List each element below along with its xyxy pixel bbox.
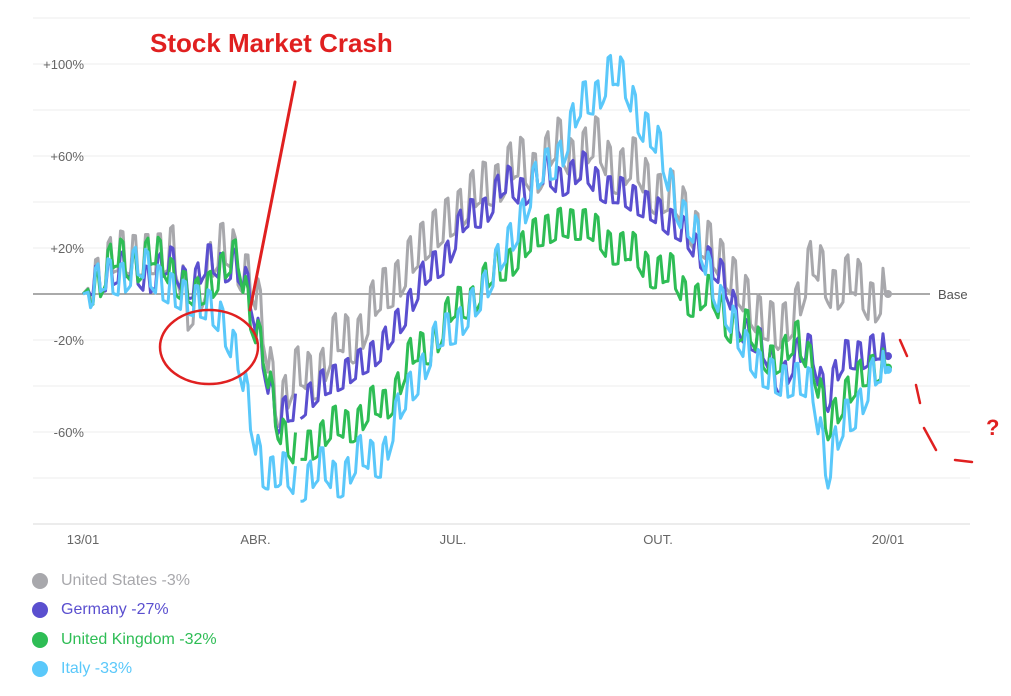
series-end-marker — [884, 290, 892, 298]
legend: United States -3% Germany -27% United King… — [32, 566, 217, 684]
series-italy — [82, 54, 892, 503]
legend-item[interactable]: United States -3% — [32, 566, 217, 596]
series-united-kingdom — [81, 206, 892, 465]
x-tick-label: OUT. — [643, 532, 673, 547]
series-line — [300, 54, 890, 503]
x-tick-label: 13/01 — [67, 532, 100, 547]
baseline-label: Base — [938, 287, 968, 302]
annotations: Stock Market Crash? — [150, 28, 999, 464]
series-line — [82, 245, 297, 495]
legend-value: -33% — [94, 660, 133, 678]
x-tick-label: JUL. — [440, 532, 467, 547]
legend-value: -27% — [131, 601, 169, 619]
y-tick-label: -60% — [54, 425, 85, 440]
y-tick-label: -20% — [54, 333, 85, 348]
series-united-states — [81, 115, 892, 429]
series-end-marker — [884, 352, 892, 361]
series-layer — [81, 54, 892, 503]
series-end-marker — [884, 365, 892, 374]
x-tick-label: 20/01 — [872, 532, 905, 547]
legend-dot-icon — [32, 661, 48, 678]
tick-labels: +100% +60% +20% -20% -60% 13/01 ABR. JUL. OUT. 20… — [43, 57, 967, 547]
y-tick-label: +20% — [50, 241, 84, 256]
series-line — [300, 206, 889, 461]
legend-dot-icon — [32, 602, 48, 619]
projection-dashes — [898, 338, 974, 464]
annotation-circle — [158, 308, 260, 386]
legend-value: -32% — [179, 630, 217, 648]
legend-dot-icon — [32, 631, 48, 648]
legend-item[interactable]: Germany -27% — [32, 596, 217, 626]
legend-item[interactable]: Italy -33% — [32, 655, 217, 685]
legend-item[interactable]: United Kingdom -32% — [32, 625, 217, 655]
legend-value: -3% — [161, 571, 190, 589]
series-line — [81, 115, 888, 429]
series-line — [299, 150, 889, 420]
chart-title: Stock Market Crash — [150, 28, 393, 58]
series-line — [81, 235, 297, 465]
legend-label: Germany — [61, 601, 127, 619]
annotation-arrow — [248, 80, 297, 312]
legend-label: United States — [61, 571, 158, 589]
legend-label: United Kingdom — [61, 630, 175, 648]
question-mark: ? — [986, 415, 999, 440]
y-tick-label: +100% — [43, 57, 84, 72]
legend-label: Italy — [61, 660, 91, 678]
y-tick-label: +60% — [50, 149, 84, 164]
legend-dot-icon — [32, 572, 48, 589]
x-tick-label: ABR. — [240, 532, 270, 547]
